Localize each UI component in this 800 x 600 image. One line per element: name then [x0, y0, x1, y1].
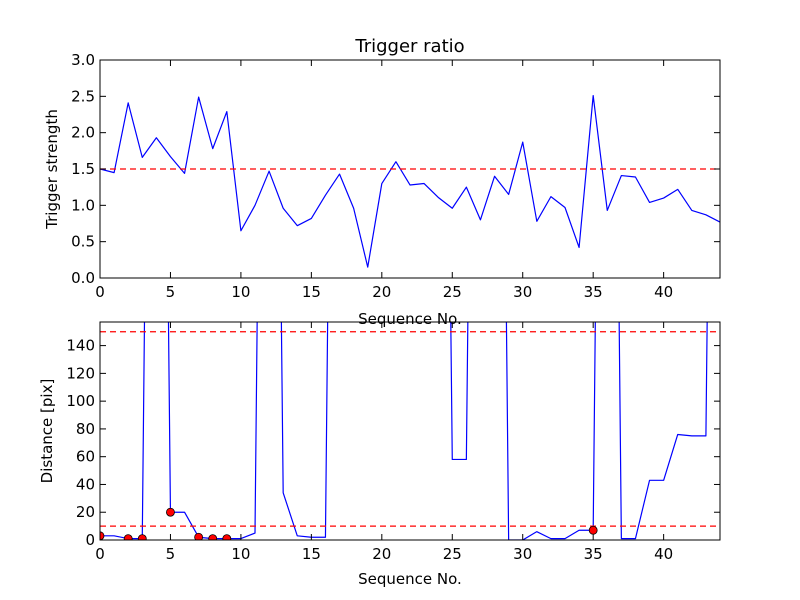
- y-tick-label: 60: [76, 448, 95, 466]
- y-tick-label: 1.0: [71, 196, 95, 214]
- series-line: [100, 95, 720, 268]
- y-tick-label: 0.0: [71, 269, 95, 287]
- data-point-marker: [222, 534, 232, 540]
- y-tick-label: 40: [76, 475, 95, 493]
- x-tick-label: 10: [231, 283, 250, 301]
- x-tick-label: 40: [654, 545, 673, 563]
- x-tick-label: 5: [166, 545, 176, 563]
- x-tick-label: 0: [95, 283, 105, 301]
- y-tick-label: 120: [66, 364, 95, 382]
- x-tick-label: 20: [372, 283, 391, 301]
- y-tick-label: 100: [66, 392, 95, 410]
- distance-chart: Sequence No. Distance [pix] 0 5 10 15 20 25 30…: [38, 321, 721, 588]
- y-tick-label: 0: [85, 531, 95, 549]
- x-tick-label: 30: [513, 545, 532, 563]
- x-tick-label: 35: [584, 545, 603, 563]
- y-tick-label: 80: [76, 420, 95, 438]
- y-tick-label: 1.5: [71, 160, 95, 178]
- x-tick-label: 15: [302, 283, 321, 301]
- y-tick-label: 0.5: [71, 233, 95, 251]
- x-tick-label: 10: [231, 545, 250, 563]
- y-axis-label: Distance [pix]: [38, 379, 56, 484]
- y-tick-label: 2.0: [71, 124, 95, 142]
- trigger-ratio-chart: Trigger ratio Sequence No. Trigger stren…: [43, 36, 721, 328]
- series-line: [100, 322, 708, 540]
- y-tick-label: 140: [66, 337, 95, 355]
- x-tick-label: 20: [372, 545, 391, 563]
- x-axis-label: Sequence No.: [358, 310, 462, 328]
- y-tick-label: 2.5: [71, 87, 95, 105]
- data-point-marker: [194, 532, 204, 540]
- x-tick-label: 40: [654, 283, 673, 301]
- plot-frame: [99, 321, 721, 541]
- x-tick-label: 35: [584, 283, 603, 301]
- x-tick-label: 15: [302, 545, 321, 563]
- data-point-marker: [588, 525, 598, 535]
- data-point-marker: [123, 534, 133, 540]
- data-point-marker: [137, 534, 147, 540]
- y-axis-label: Trigger strength: [43, 109, 61, 230]
- x-tick-label: 5: [166, 283, 176, 301]
- x-axis-label: Sequence No.: [358, 570, 462, 588]
- x-tick-label: 0: [95, 545, 105, 563]
- x-tick-label: 25: [443, 545, 462, 563]
- y-tick-label: 3.0: [71, 51, 95, 69]
- y-tick-label: 20: [76, 503, 95, 521]
- x-tick-label: 25: [443, 283, 462, 301]
- chart-title: Trigger ratio: [354, 36, 464, 57]
- x-tick-label: 30: [513, 283, 532, 301]
- data-point-marker: [100, 531, 105, 540]
- data-point-marker: [208, 534, 218, 540]
- data-point-marker: [166, 507, 175, 517]
